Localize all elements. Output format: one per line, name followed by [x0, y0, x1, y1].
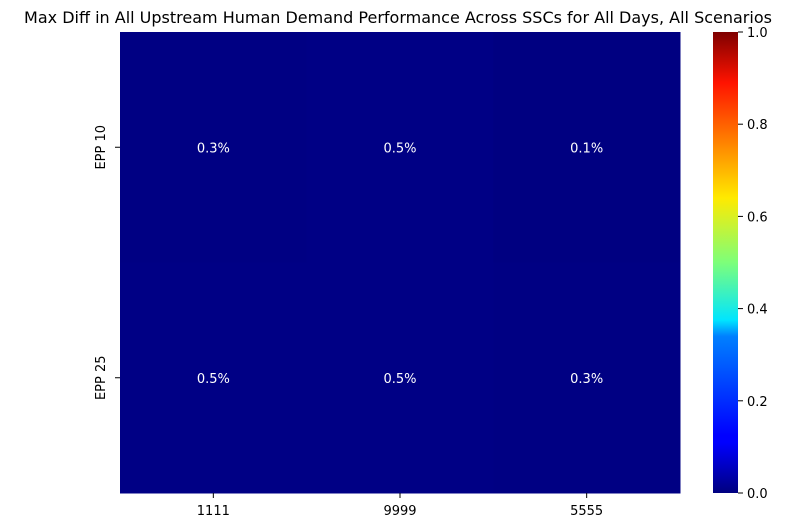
cell-annotation: 0.3% — [570, 372, 603, 387]
colorbar-ticks: 0.0 0.2 0.4 0.6 0.8 1.0 — [738, 26, 768, 502]
heatmap-cell — [120, 262, 308, 494]
cell-annotation: 0.3% — [197, 141, 230, 156]
heatmap-cell — [120, 32, 308, 263]
heatmap-cells — [120, 32, 681, 494]
chart-title: Max Diff in All Upstream Human Demand Pe… — [24, 8, 772, 27]
y-axis: EPP 10 EPP 25 — [94, 125, 120, 400]
x-axis: 1111 9999 5555 — [197, 493, 603, 519]
cell-annotations: 0.3% 0.5% 0.1% 0.5% 0.5% 0.3% — [197, 141, 603, 387]
colorbar-tick-label: 0.2 — [747, 395, 768, 410]
heatmap-cell — [306, 32, 494, 263]
colorbar: 0.0 0.2 0.4 0.6 0.8 1.0 — [713, 26, 768, 502]
cell-annotation: 0.5% — [383, 372, 416, 387]
heatmap-cell — [306, 262, 494, 494]
colorbar-tick-label: 0.8 — [747, 118, 768, 133]
y-tick-label: EPP 10 — [94, 125, 109, 170]
colorbar-gradient — [713, 32, 738, 493]
y-tick-label: EPP 25 — [94, 355, 109, 400]
colorbar-tick-label: 0.6 — [747, 210, 768, 225]
heatmap-cell — [493, 32, 681, 263]
colorbar-tick-label: 1.0 — [747, 26, 768, 41]
cell-annotation: 0.5% — [197, 372, 230, 387]
x-tick-label: 9999 — [383, 504, 416, 519]
heatmap-cell — [493, 262, 681, 494]
x-tick-label: 5555 — [570, 504, 603, 519]
cell-annotation: 0.1% — [570, 141, 603, 156]
colorbar-tick-label: 0.4 — [747, 303, 768, 318]
x-tick-label: 1111 — [197, 504, 230, 519]
cell-annotation: 0.5% — [383, 141, 416, 156]
colorbar-tick-label: 0.0 — [747, 487, 768, 502]
